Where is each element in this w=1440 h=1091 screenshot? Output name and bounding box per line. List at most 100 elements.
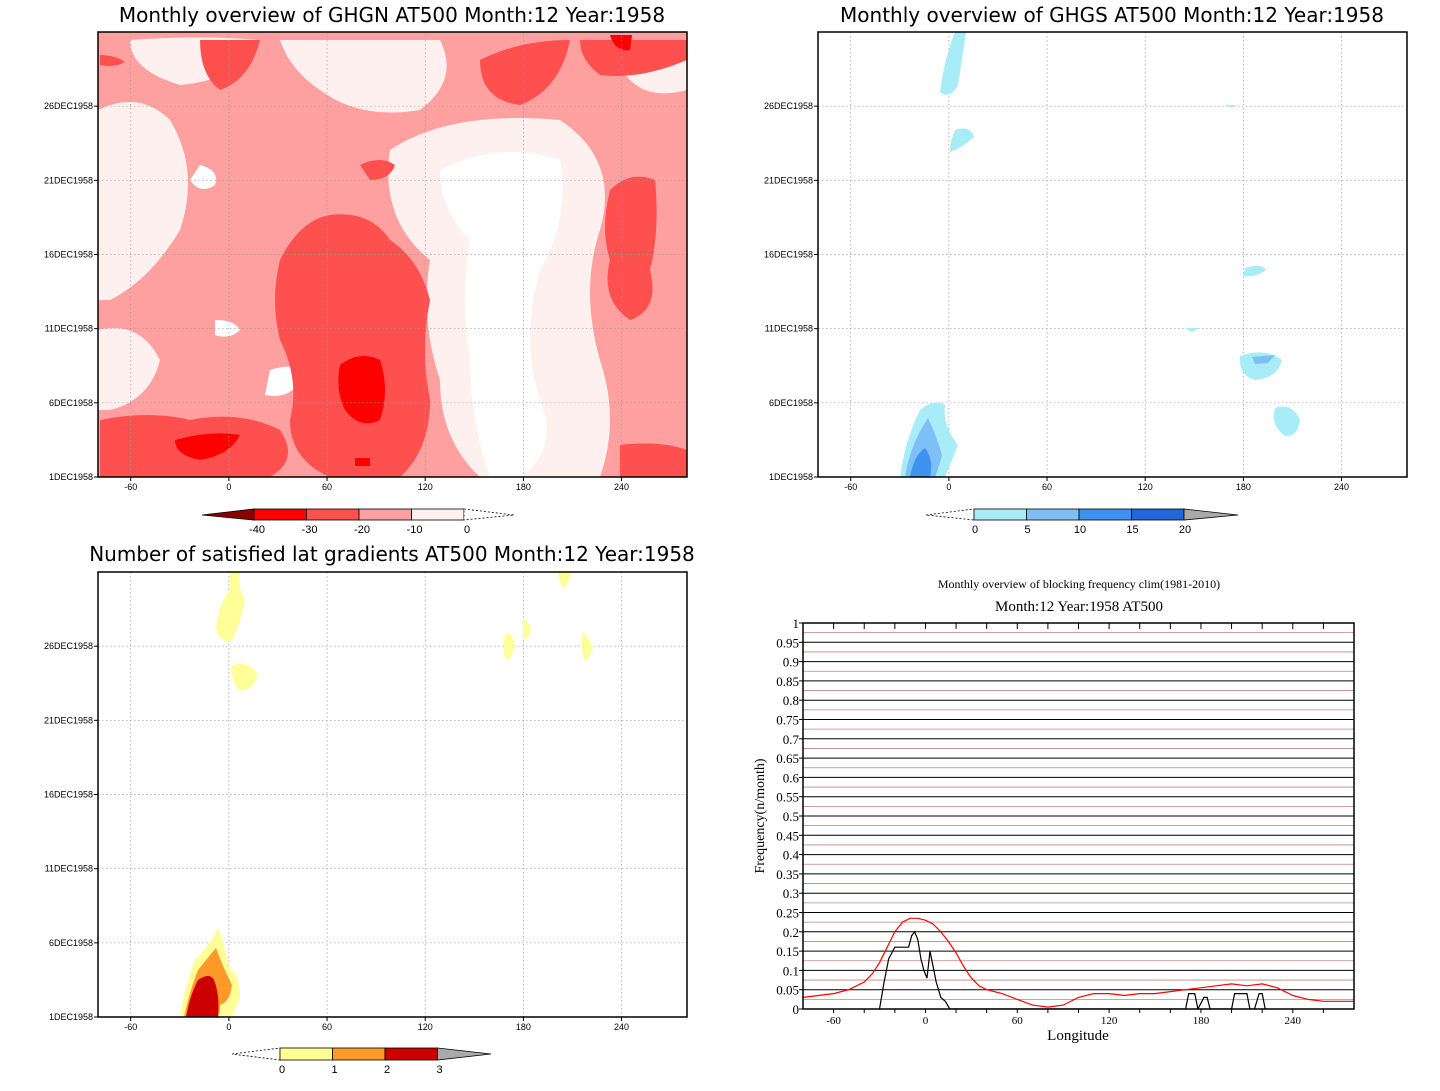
- blocking-axes: 0 0.05 0.1 0.15 0.2 0.25 0.3 0.35 0.4 0.45 0.5 0.55…: [776, 616, 1324, 1027]
- ghgn-colorbar: [201, 508, 515, 521]
- blocking-ytick-label: 0.1: [783, 963, 799, 978]
- ghgn-ytick-label: 6DEC1958: [49, 398, 93, 408]
- ghgn-colorbar-labels: -40 -30 -20 -10 0: [249, 524, 470, 536]
- lat-gradients-colorbar-label: 2: [384, 1064, 390, 1076]
- blocking-series: [803, 917, 1354, 1009]
- blocking-grid: [803, 632, 1354, 1000]
- blocking-ytick-label: 0.2: [783, 925, 799, 940]
- ghgs-axes: -60 0 60 120 180 240 1DEC1958 6DEC1958 11DEC1958…: [764, 101, 1349, 492]
- ghgs-xtick-label: 60: [1042, 482, 1052, 492]
- blocking-xtick-label: 0: [923, 1015, 929, 1027]
- lat-gradients-ytick-label: 1DEC1958: [49, 1012, 93, 1022]
- blocking-ytick-label: 0.45: [776, 828, 799, 843]
- lat-gradients-xtick-label: 0: [226, 1022, 231, 1032]
- blocking-xlabel: Longitude: [1047, 1028, 1109, 1044]
- blocking-subtitle: Month:12 Year:1958 AT500: [995, 599, 1163, 615]
- ghgs-colorbar-label: 10: [1074, 524, 1086, 536]
- blocking-xtick-label: 240: [1285, 1015, 1302, 1027]
- ghgn-ytick-label: 26DEC1958: [44, 101, 93, 111]
- ghgn-xtick-label: 120: [418, 482, 433, 492]
- ghgs-xtick-label: 0: [946, 482, 951, 492]
- blocking-ylabel: Frequency(n/month): [753, 758, 768, 873]
- ghgs-xtick-label: 240: [1334, 482, 1349, 492]
- ghgn-xtick-label: 180: [516, 482, 531, 492]
- blocking-title: Monthly overview of blocking frequency c…: [938, 577, 1220, 591]
- blocking-ytick-label: 0.55: [776, 790, 799, 805]
- lat-gradients-colorbar-label: 3: [436, 1064, 442, 1076]
- panel-ghgn: Monthly overview of GHGN AT500 Month:12 …: [44, 3, 688, 536]
- panel-blocking-frequency: Monthly overview of blocking frequency c…: [753, 577, 1355, 1044]
- lat-gradients-grid: [98, 572, 687, 1017]
- lat-gradients-colorbar-label: 0: [279, 1064, 285, 1076]
- lat-gradients-ytick-label: 16DEC1958: [44, 790, 93, 800]
- ghgs-ytick-label: 6DEC1958: [769, 398, 813, 408]
- ghgn-xtick-label: -60: [124, 482, 137, 492]
- blocking-xtick-label: 120: [1101, 1015, 1118, 1027]
- ghgs-xtick-label: -60: [844, 482, 857, 492]
- blocking-ytick-label: 0.25: [776, 906, 799, 921]
- ghgs-ytick-label: 21DEC1958: [764, 175, 813, 185]
- blocking-ytick-label: 0.8: [783, 693, 799, 708]
- ghgn-colorbar-label: -20: [354, 524, 370, 536]
- ghgs-colorbar-label: 5: [1024, 524, 1030, 536]
- blocking-ytick-label: 0.75: [776, 713, 799, 728]
- ghgn-colorbar-label: 0: [464, 524, 470, 536]
- ghgs-ytick-label: 11DEC1958: [765, 324, 813, 334]
- ghgs-colorbar-label: 0: [972, 524, 978, 536]
- ghgn-title: Monthly overview of GHGN AT500 Month:12 …: [119, 3, 665, 27]
- blocking-ytick-label: 0.65: [776, 751, 799, 766]
- ghgs-colorbar-label: 15: [1126, 524, 1138, 536]
- lat-gradients-axes: -60 0 60 120 180 240 1DEC1958 6DEC1958 11DEC1958…: [44, 641, 629, 1032]
- blocking-xtick-label: -60: [826, 1015, 841, 1027]
- lat-gradients-xtick-label: 180: [516, 1022, 531, 1032]
- panel-ghgs: Monthly overview of GHGS AT500 Month:12 …: [764, 3, 1408, 536]
- blocking-ytick-label: 0.6: [783, 770, 800, 785]
- ghgn-xtick-label: 0: [226, 482, 231, 492]
- blocking-xtick-label: 60: [1012, 1015, 1024, 1027]
- ghgn-ytick-label: 11DEC1958: [45, 324, 93, 334]
- lat-gradients-xtick-label: 240: [614, 1022, 629, 1032]
- panel-lat-gradients: Number of satisfied lat gradients AT500 …: [44, 542, 695, 1076]
- blocking-ytick-label: 0.3: [783, 886, 799, 901]
- blocking-ytick-label: 0.35: [776, 867, 799, 882]
- blocking-xtick-label: 180: [1193, 1015, 1210, 1027]
- blocking-ytick-label: 0.85: [776, 674, 799, 689]
- blocking-ytick-label: 0.95: [776, 635, 799, 650]
- lat-gradients-colorbar: [231, 1047, 492, 1061]
- ghgs-ytick-label: 1DEC1958: [769, 472, 813, 482]
- ghgs-xtick-label: 120: [1138, 482, 1153, 492]
- blocking-ytick-label: 0.9: [783, 655, 799, 670]
- blocking-ytick-label: 1: [793, 616, 800, 631]
- ghgn-colorbar-label: -40: [249, 524, 265, 536]
- ghgs-xtick-label: 180: [1236, 482, 1251, 492]
- ghgs-colorbar-labels: 0 5 10 15 20: [972, 524, 1191, 536]
- ghgn-ytick-label: 16DEC1958: [44, 250, 93, 260]
- ghgn-colorbar-label: -30: [302, 524, 318, 536]
- blocking-ytick-label: 0.7: [783, 732, 800, 747]
- ghgs-ytick-label: 26DEC1958: [764, 101, 813, 111]
- year-1958-line: [878, 930, 1269, 1009]
- ghgn-axes: -60 0 60 120 180 240 1DEC1958 6DEC1958 11DEC1958…: [44, 101, 629, 492]
- ghgs-grid: [818, 32, 1407, 477]
- climatology-line: [803, 917, 1354, 1008]
- lat-gradients-xtick-label: 60: [322, 1022, 332, 1032]
- blocking-ytick-label: 0.5: [783, 809, 799, 824]
- ghgs-title: Monthly overview of GHGS AT500 Month:12 …: [840, 3, 1384, 27]
- lat-gradients-ytick-label: 21DEC1958: [44, 715, 93, 725]
- lat-gradients-ytick-label: 6DEC1958: [49, 938, 93, 948]
- blocking-ytick-label: 0.15: [776, 944, 799, 959]
- blocking-ytick-label: 0.4: [783, 848, 800, 863]
- lat-gradients-field: [180, 572, 593, 1017]
- lat-gradients-xtick-label: 120: [418, 1022, 433, 1032]
- blocking-ytick-label: 0: [793, 1002, 800, 1017]
- ghgn-ytick-label: 21DEC1958: [44, 175, 93, 185]
- lat-gradients-ytick-label: 26DEC1958: [44, 641, 93, 651]
- lat-gradients-colorbar-label: 1: [331, 1064, 337, 1076]
- ghgn-colorbar-label: -10: [407, 524, 423, 536]
- blocking-ytick-label: 0.05: [776, 983, 799, 998]
- ghgn-field: [98, 32, 687, 477]
- lat-gradients-xtick-label: -60: [124, 1022, 137, 1032]
- ghgn-xtick-label: 240: [614, 482, 629, 492]
- ghgn-xtick-label: 60: [322, 482, 332, 492]
